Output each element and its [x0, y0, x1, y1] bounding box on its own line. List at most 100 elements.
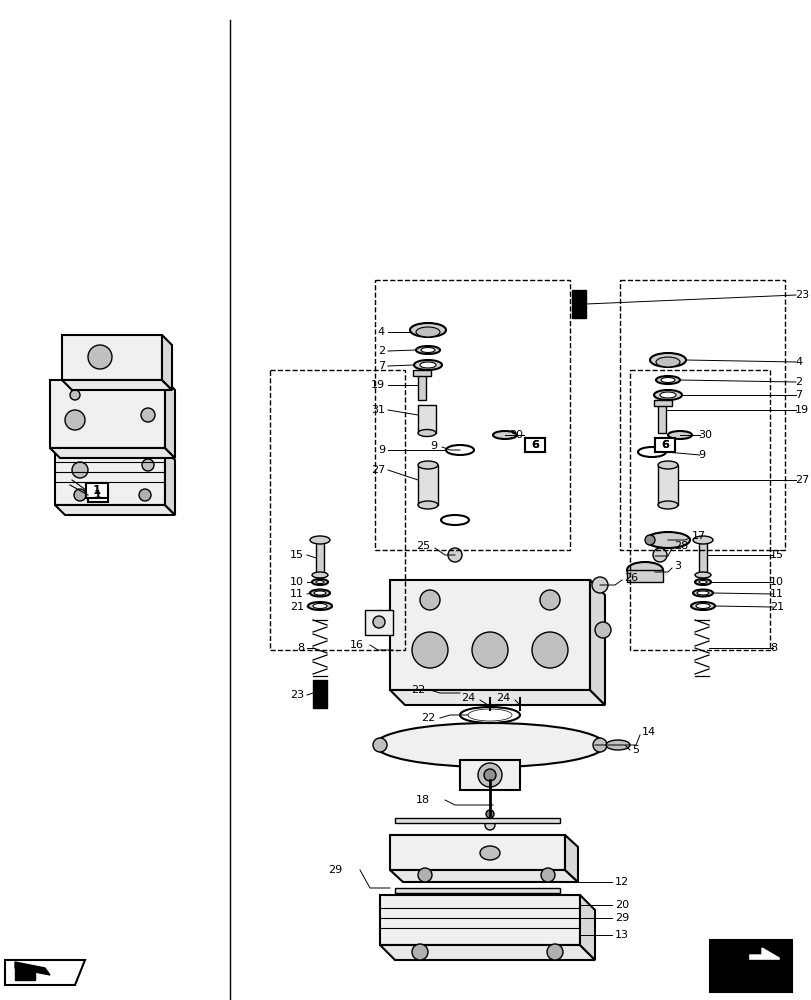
Circle shape — [139, 489, 151, 501]
Text: 30: 30 — [508, 430, 522, 440]
Ellipse shape — [312, 603, 327, 608]
Bar — [654, 438, 674, 452]
Text: 13: 13 — [614, 930, 629, 940]
Text: 6: 6 — [530, 440, 539, 450]
Bar — [86, 483, 108, 498]
Ellipse shape — [311, 572, 328, 578]
Circle shape — [411, 632, 448, 668]
Text: 25: 25 — [415, 541, 430, 551]
Text: 28: 28 — [673, 541, 688, 551]
Text: 6: 6 — [660, 440, 668, 450]
Circle shape — [483, 769, 496, 781]
Ellipse shape — [659, 392, 676, 398]
Polygon shape — [165, 450, 175, 515]
Bar — [413, 370, 431, 376]
Circle shape — [484, 820, 495, 830]
Circle shape — [72, 462, 88, 478]
Ellipse shape — [655, 376, 679, 384]
Text: 1: 1 — [94, 490, 101, 500]
Polygon shape — [564, 835, 577, 882]
Text: 2: 2 — [794, 377, 801, 387]
Bar — [418, 375, 426, 400]
Polygon shape — [729, 948, 785, 976]
Bar — [657, 465, 677, 505]
Bar — [654, 438, 674, 452]
Ellipse shape — [310, 536, 329, 544]
Bar — [626, 570, 663, 582]
Circle shape — [411, 944, 427, 960]
Text: 22: 22 — [410, 685, 424, 695]
Circle shape — [644, 535, 654, 545]
Polygon shape — [55, 505, 175, 515]
Circle shape — [418, 868, 431, 882]
Text: 24: 24 — [460, 693, 474, 703]
Circle shape — [652, 548, 666, 562]
Text: 7: 7 — [794, 390, 801, 400]
Ellipse shape — [418, 461, 437, 469]
Circle shape — [74, 489, 86, 501]
Ellipse shape — [692, 536, 712, 544]
Bar — [389, 580, 590, 690]
Bar — [709, 940, 791, 992]
Polygon shape — [380, 945, 594, 960]
Text: 4: 4 — [377, 327, 384, 337]
Text: 16: 16 — [350, 640, 363, 650]
Ellipse shape — [657, 461, 677, 469]
Text: 6: 6 — [530, 440, 539, 450]
Text: 2: 2 — [377, 346, 384, 356]
Bar — [657, 405, 665, 433]
Ellipse shape — [667, 431, 691, 439]
Circle shape — [65, 410, 85, 430]
Ellipse shape — [692, 589, 712, 596]
Text: 20: 20 — [614, 900, 629, 910]
Ellipse shape — [415, 346, 440, 354]
Circle shape — [540, 868, 554, 882]
Bar — [50, 380, 165, 448]
Circle shape — [539, 590, 560, 610]
Ellipse shape — [660, 377, 674, 382]
Text: 24: 24 — [496, 693, 509, 703]
Circle shape — [531, 632, 568, 668]
Polygon shape — [50, 448, 175, 458]
Text: 18: 18 — [415, 795, 430, 805]
Circle shape — [419, 590, 440, 610]
Bar — [418, 465, 437, 505]
Text: 21: 21 — [769, 602, 783, 612]
Ellipse shape — [694, 579, 710, 585]
Ellipse shape — [657, 501, 677, 509]
Ellipse shape — [695, 603, 709, 608]
Text: 12: 12 — [614, 877, 629, 887]
Bar — [55, 450, 165, 505]
Bar — [315, 540, 324, 575]
Bar — [394, 818, 560, 823]
Ellipse shape — [415, 327, 440, 337]
Ellipse shape — [690, 602, 714, 610]
Ellipse shape — [307, 602, 332, 610]
Ellipse shape — [649, 353, 685, 367]
Ellipse shape — [696, 591, 708, 595]
Ellipse shape — [410, 323, 445, 337]
Ellipse shape — [418, 430, 436, 436]
Circle shape — [486, 810, 493, 818]
Ellipse shape — [414, 360, 441, 370]
Polygon shape — [15, 962, 50, 975]
Bar — [571, 290, 586, 318]
Text: 31: 31 — [371, 405, 384, 415]
Text: 5: 5 — [631, 745, 638, 755]
Text: 22: 22 — [420, 713, 435, 723]
Text: 30: 30 — [697, 430, 711, 440]
Polygon shape — [579, 895, 594, 960]
Ellipse shape — [605, 740, 629, 750]
Ellipse shape — [626, 562, 663, 578]
Text: 4: 4 — [794, 357, 801, 367]
Ellipse shape — [698, 580, 706, 584]
Text: 8: 8 — [297, 643, 303, 653]
Polygon shape — [717, 945, 787, 990]
Ellipse shape — [655, 357, 679, 367]
Circle shape — [471, 632, 508, 668]
Text: 11: 11 — [769, 589, 783, 599]
Ellipse shape — [310, 589, 329, 596]
Bar — [620, 280, 784, 550]
Polygon shape — [162, 335, 172, 390]
Circle shape — [141, 408, 155, 422]
